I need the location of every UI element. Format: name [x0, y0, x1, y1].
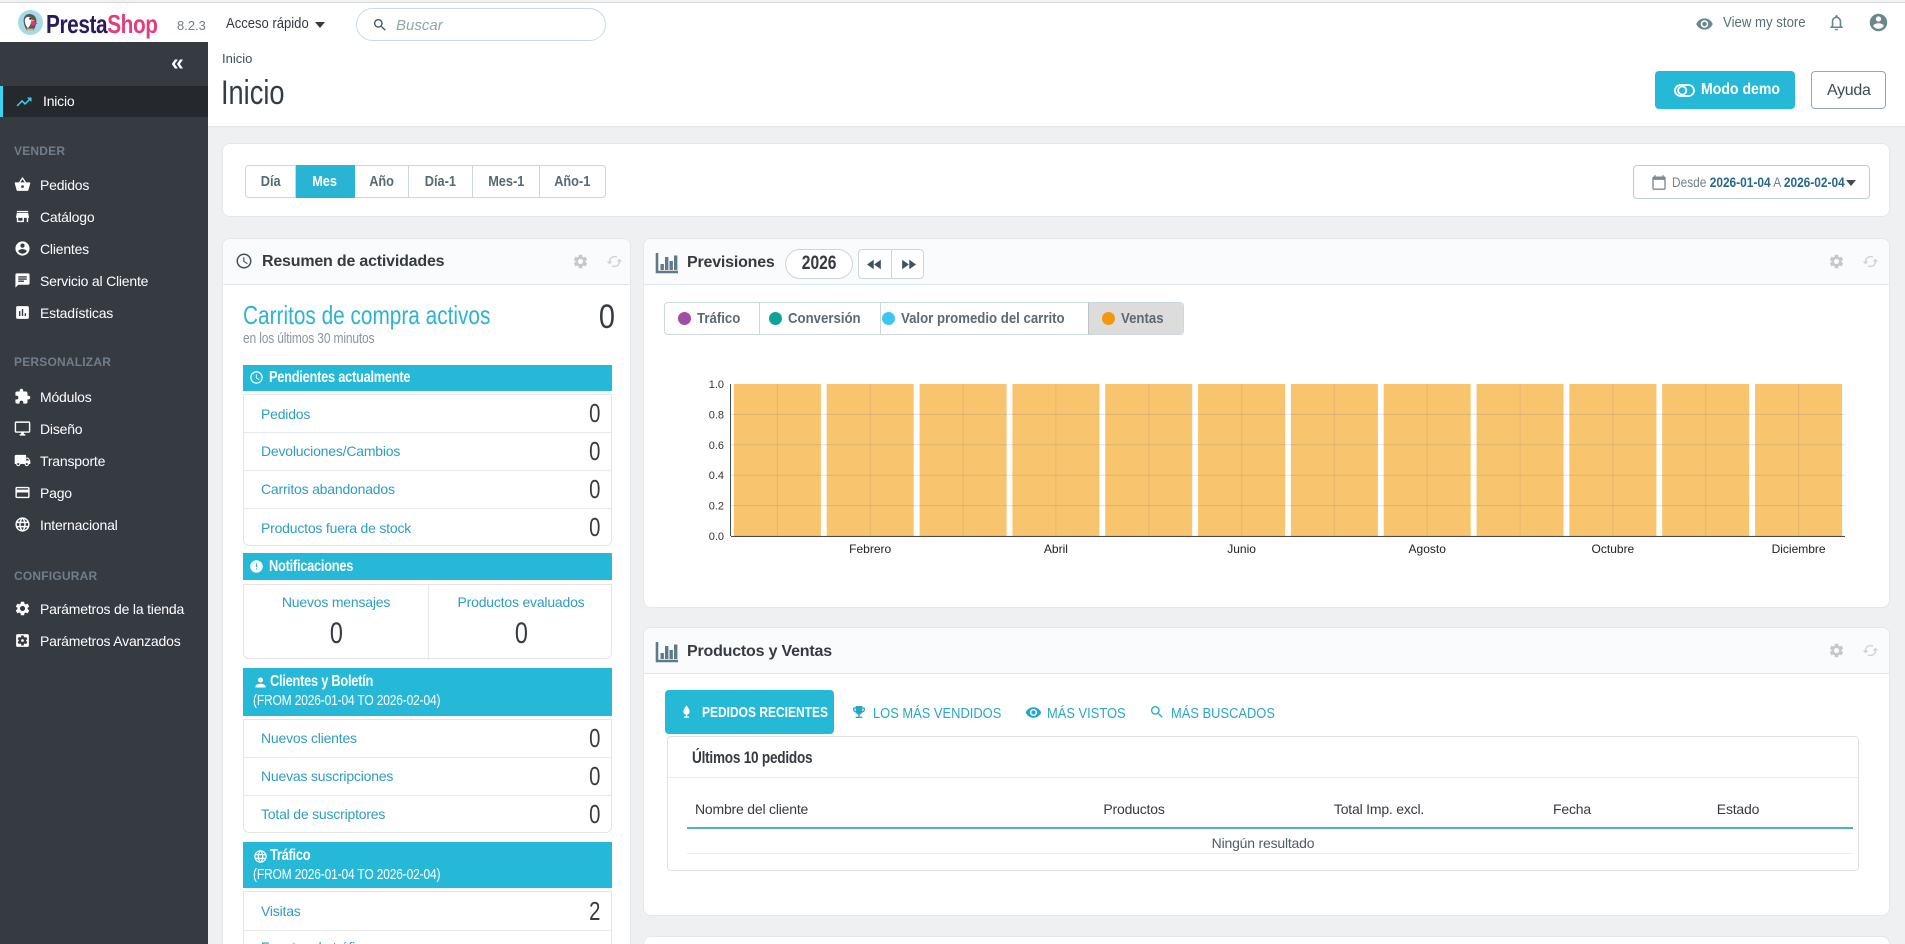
svg-text:Febrero: Febrero — [849, 542, 891, 556]
svg-text:Agosto: Agosto — [1409, 542, 1447, 556]
svg-text:Abril: Abril — [1044, 542, 1068, 556]
svg-text:0.6: 0.6 — [709, 440, 724, 452]
svg-text:Diciembre: Diciembre — [1772, 542, 1826, 556]
svg-text:0.8: 0.8 — [709, 409, 724, 421]
svg-text:1.0: 1.0 — [709, 379, 724, 391]
svg-text:Junio: Junio — [1227, 542, 1256, 556]
svg-text:0.4: 0.4 — [709, 470, 724, 482]
svg-text:0.2: 0.2 — [709, 501, 724, 513]
svg-text:Octubre: Octubre — [1592, 542, 1635, 556]
svg-text:0.0: 0.0 — [709, 531, 724, 543]
